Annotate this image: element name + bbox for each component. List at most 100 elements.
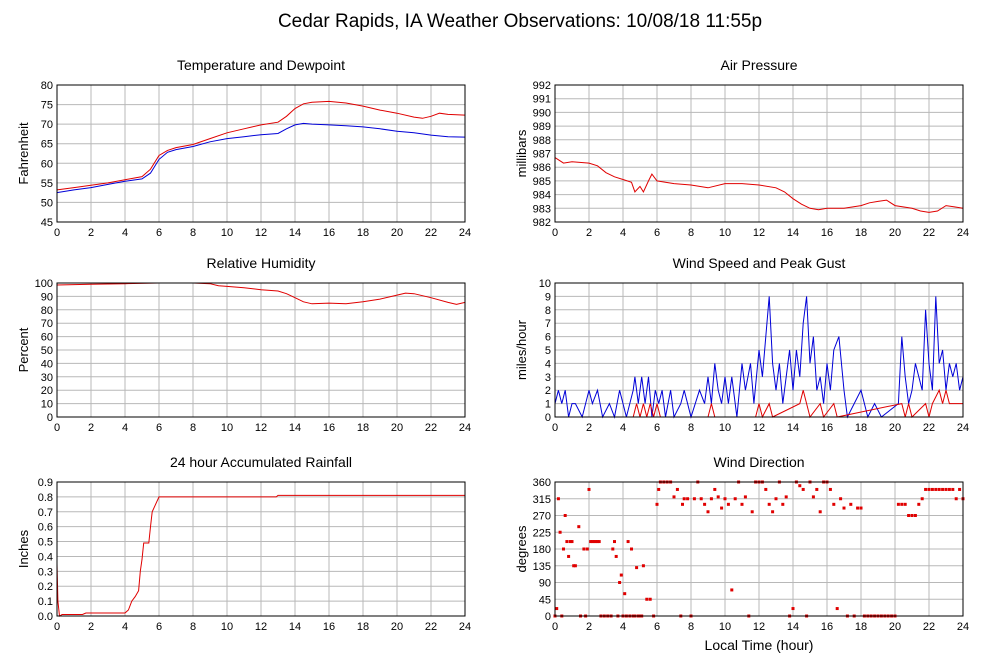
rain-plot-frame [56, 481, 466, 617]
rain-ytick-label: 0.2 [38, 581, 53, 593]
direction-point [556, 497, 560, 501]
temp-ytick-label: 70 [41, 119, 53, 131]
direction-point [743, 495, 747, 499]
wind-ytick-label: 2 [545, 385, 551, 397]
direction-plot-frame [554, 481, 964, 617]
wind-series-blue [554, 296, 964, 419]
direction-point [771, 510, 775, 514]
rain-xtick-label: 4 [122, 621, 128, 633]
pressure-ytick-label: 991 [533, 94, 551, 106]
direction-point [613, 540, 616, 544]
direction-point [573, 564, 577, 568]
temp-xtick-label: 8 [190, 227, 196, 239]
humidity-xtick-label: 12 [255, 422, 267, 434]
temp-ytick-label: 80 [41, 80, 53, 92]
direction-xtick-label: 22 [923, 621, 935, 633]
direction-point [818, 510, 822, 514]
direction-point [930, 487, 934, 491]
rain-ytick-label: 0.1 [38, 596, 53, 608]
humidity-xtick-label: 16 [323, 422, 335, 434]
rain-xtick-label: 12 [255, 621, 267, 633]
direction-point [648, 597, 652, 601]
temp-xtick-label: 24 [459, 227, 471, 239]
direction-point [555, 607, 559, 611]
rain-xtick-label: 16 [323, 621, 335, 633]
wind-xtick-label: 16 [821, 422, 833, 434]
temp-series-red [56, 100, 466, 191]
direction-ytick-label: 270 [533, 511, 551, 523]
direction-point [682, 497, 686, 501]
humidity-ytick-label: 100 [35, 278, 53, 290]
direction-point [740, 502, 744, 506]
direction-point [594, 540, 598, 544]
direction-point [920, 497, 924, 501]
direction-ytick-label: 225 [533, 527, 551, 539]
direction-xtick-label: 18 [855, 621, 867, 633]
direction-point [774, 497, 778, 501]
wind-xtick-label: 8 [688, 422, 694, 434]
pressure-title: Air Pressure [720, 57, 797, 73]
direction-point [839, 497, 843, 501]
wind-ytick-label: 5 [545, 345, 551, 357]
rain-xtick-label: 24 [459, 621, 471, 633]
direction-point [733, 497, 737, 501]
pressure-xtick-label: 10 [719, 227, 731, 239]
rain-ytick-label: 0.6 [38, 522, 53, 534]
direction-ytick-label: 135 [533, 561, 551, 573]
wind-xtick-label: 24 [957, 422, 969, 434]
direction-point [784, 495, 788, 499]
pressure-xtick-label: 12 [753, 227, 765, 239]
pressure-xtick-label: 16 [821, 227, 833, 239]
direction-point [767, 502, 771, 506]
direction-point [568, 540, 572, 544]
humidity-xtick-label: 2 [88, 422, 94, 434]
wind-ylabel: miles/hour [514, 319, 529, 380]
pressure-ytick-label: 982 [533, 217, 551, 229]
humidity-ytick-label: 40 [41, 358, 53, 370]
wind-xtick-label: 10 [719, 422, 731, 434]
direction-point [924, 487, 928, 491]
pressure-xtick-label: 24 [957, 227, 969, 239]
wind-xtick-label: 2 [586, 422, 592, 434]
direction-xtick-label: 24 [957, 621, 969, 633]
direction-point [713, 487, 717, 491]
humidity-xtick-label: 10 [221, 422, 233, 434]
direction-point [927, 487, 931, 491]
direction-point [934, 487, 938, 491]
pressure-series-red [554, 157, 964, 213]
direction-point [692, 497, 696, 501]
rain-xtick-label: 0 [54, 621, 60, 633]
direction-point [801, 487, 805, 491]
temp-xtick-label: 6 [156, 227, 162, 239]
humidity-plot-frame [56, 282, 466, 418]
direction-point [699, 497, 703, 501]
temp-ytick-label: 45 [41, 217, 53, 229]
temp-xtick-label: 10 [221, 227, 233, 239]
direction-point [937, 487, 941, 491]
direction-xtick-label: 10 [719, 621, 731, 633]
rain-title: 24 hour Accumulated Rainfall [170, 454, 352, 470]
pressure-ytick-label: 987 [533, 149, 551, 161]
direction-xtick-label: 12 [753, 621, 765, 633]
direction-point [590, 540, 594, 544]
temp-xtick-label: 16 [323, 227, 335, 239]
rain-xtick-label: 8 [190, 621, 196, 633]
rain-ytick-label: 0.8 [38, 492, 53, 504]
direction-point [577, 525, 581, 529]
direction-point [641, 564, 645, 568]
direction-ytick-label: 45 [539, 594, 551, 606]
pressure-xtick-label: 4 [620, 227, 626, 239]
direction-point [856, 506, 860, 510]
pressure-ytick-label: 985 [533, 176, 551, 188]
rain-ylabel: Inches [16, 529, 31, 568]
wind-ytick-label: 6 [545, 332, 551, 344]
rain-series-red [56, 494, 465, 617]
direction-ytick-label: 0 [545, 611, 551, 623]
direction-point [811, 495, 815, 499]
humidity-xtick-label: 18 [357, 422, 369, 434]
direction-point [614, 554, 618, 558]
humidity-ylabel: Percent [16, 327, 31, 372]
humidity-ytick-label: 10 [41, 399, 53, 411]
direction-point [832, 502, 836, 506]
